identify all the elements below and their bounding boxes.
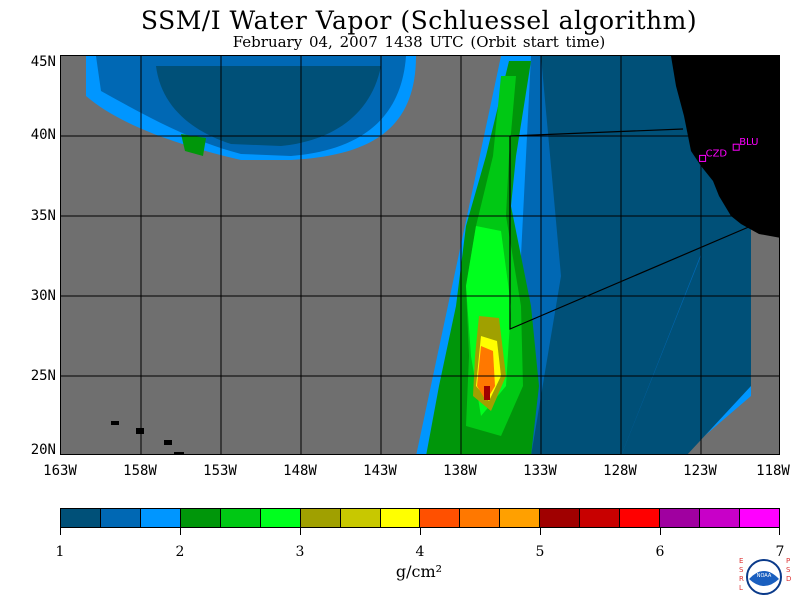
colorbar-tick <box>779 527 780 535</box>
land-hawaii-1 <box>111 421 119 425</box>
land-hawaii-2 <box>136 428 144 434</box>
logo-esrl-l: L <box>739 584 743 592</box>
colorbar <box>60 508 780 528</box>
lon-label-123w: 123W <box>683 463 717 479</box>
logo-psd-p: P <box>786 557 790 565</box>
page-subtitle: February 04, 2007 1438 UTC (Orbit start … <box>232 33 606 51</box>
swath-main-dark <box>531 56 721 454</box>
station-marker <box>732 143 740 151</box>
colorbar-tick-label: 5 <box>535 544 545 560</box>
colorbar-cell <box>380 509 421 527</box>
colorbar-tick-label: 7 <box>775 544 785 560</box>
colorbar-tick <box>540 527 541 535</box>
land-california <box>671 56 779 238</box>
colorbar-tick <box>300 527 301 535</box>
colorbar-tick <box>180 527 181 535</box>
colorbar-tick-label: 6 <box>655 544 665 560</box>
colorbar-tick <box>60 527 61 535</box>
colorbar-tick <box>420 527 421 535</box>
station-marker <box>699 154 707 162</box>
colorbar-cell <box>540 509 581 527</box>
colorbar-tick-label: 2 <box>175 544 185 560</box>
lon-label-138w: 138W <box>443 463 477 479</box>
colorbar-tick-label: 4 <box>415 544 425 560</box>
colorbar-cell <box>340 509 381 527</box>
plume-max <box>484 386 490 400</box>
noaa-logo: E S R L NOAA P S D <box>733 555 795 597</box>
colorbar-cell <box>61 509 101 527</box>
logo-esrl-s: S <box>739 566 744 574</box>
station-label: CZD <box>706 148 728 159</box>
lon-label-118w: 118W <box>756 463 790 479</box>
swath-nw-core <box>156 66 381 146</box>
flight-track <box>509 136 752 330</box>
lon-label-158w: 158W <box>123 463 157 479</box>
lat-label-40n: 40N <box>30 127 56 143</box>
logo-wave <box>749 571 779 586</box>
lon-label-143w: 143W <box>363 463 397 479</box>
logo-psd-d: D <box>786 575 791 583</box>
land-hawaii-4 <box>174 452 184 454</box>
map-canvas: CZD BLU <box>61 56 779 454</box>
colorbar-units: g/cm² <box>395 562 443 581</box>
swath-nw-green <box>181 134 206 156</box>
logo-esrl-r: R <box>739 575 744 583</box>
page-title: SSM/I Water Vapor (Schluessel algorithm) <box>140 6 698 35</box>
station-label: BLU <box>739 137 758 148</box>
colorbar-cell <box>420 509 461 527</box>
flight-track-top <box>509 128 684 137</box>
colorbar-cell <box>140 509 181 527</box>
colorbar-cell <box>739 509 779 527</box>
colorbar-cell <box>260 509 301 527</box>
colorbar-cell <box>580 509 621 527</box>
map-grid <box>61 56 779 454</box>
lat-label-20n: 20N <box>30 442 56 458</box>
colorbar-cell <box>460 509 501 527</box>
water-vapor-map: CZD BLU <box>60 55 780 455</box>
plume-orange <box>477 346 495 401</box>
colorbar-cell <box>100 509 141 527</box>
colorbar-cell <box>700 509 740 527</box>
lat-label-35n: 35N <box>30 208 56 224</box>
lat-label-45n: 45N <box>30 54 56 70</box>
lon-label-148w: 148W <box>283 463 317 479</box>
logo-bird <box>750 569 778 576</box>
lon-label-128w: 128W <box>603 463 637 479</box>
colorbar-cell <box>500 509 541 527</box>
colorbar-tick <box>660 527 661 535</box>
logo-esrl-e: E <box>739 557 743 565</box>
lat-label-30n: 30N <box>30 288 56 304</box>
logo-noaa-text: NOAA <box>757 573 772 579</box>
colorbar-tick-label: 3 <box>295 544 305 560</box>
lon-label-133w: 133W <box>523 463 557 479</box>
colorbar-cell <box>620 509 661 527</box>
colorbar-cell <box>300 509 341 527</box>
lon-label-153w: 153W <box>203 463 237 479</box>
lon-label-163w: 163W <box>43 463 77 479</box>
lat-label-25n: 25N <box>30 368 56 384</box>
colorbar-cell <box>180 509 221 527</box>
station-markers: CZD BLU <box>699 137 758 162</box>
colorbar-cell <box>660 509 700 527</box>
land-hawaii-3 <box>164 440 172 445</box>
colorbar-tick-label: 1 <box>55 544 65 560</box>
colorbar-cell <box>220 509 261 527</box>
logo-psd-s: S <box>786 566 791 574</box>
